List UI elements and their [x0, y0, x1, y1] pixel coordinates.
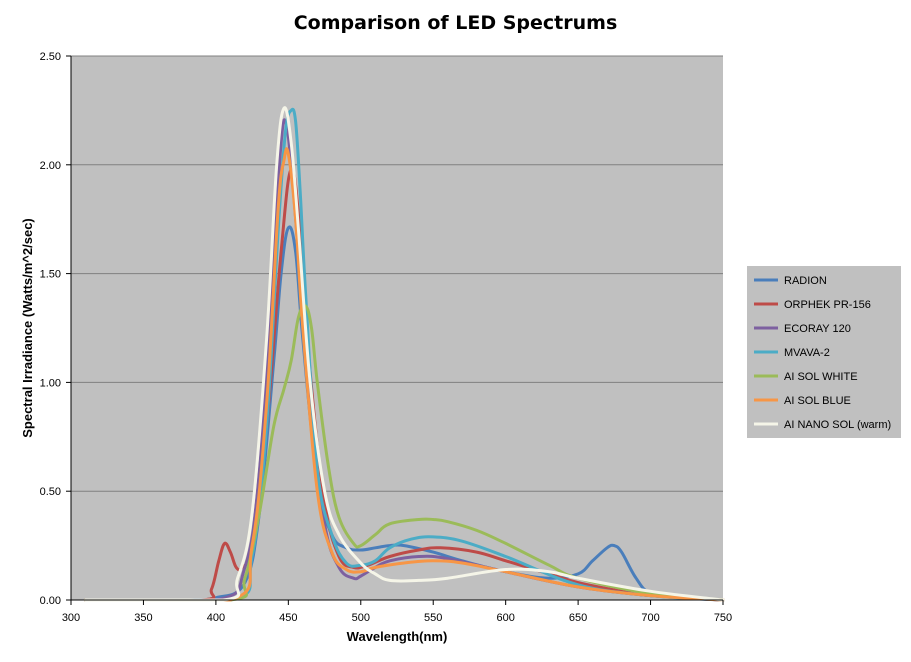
x-tick-label: 400 — [207, 612, 225, 624]
x-tick-label: 700 — [641, 612, 659, 624]
legend: RADION ORPHEK PR-156 ECORAY 120 MVAVA-2 AI S… — [747, 266, 901, 438]
x-tick-label: 450 — [279, 612, 297, 624]
x-tick-label: 750 — [714, 612, 732, 624]
y-tick-label: 2.00 — [40, 160, 61, 172]
axes: 0.00 0.50 1.00 1.50 2.00 2.50 300 350 400 450 500 5… — [40, 51, 733, 624]
y-tick-label: 2.50 — [40, 51, 61, 63]
y-axis-title: Spectral Irradiance (Watts/m^2/sec) — [20, 218, 35, 438]
chart-title: Comparison of LED Spectrums — [293, 12, 618, 34]
series-line-4 — [84, 304, 725, 602]
plot-area — [71, 56, 723, 600]
legend-label: AI SOL WHITE — [784, 371, 858, 383]
series-lines — [84, 106, 725, 602]
legend-label: ECORAY 120 — [784, 323, 851, 335]
y-tick-label: 1.00 — [40, 377, 61, 389]
series-line-3 — [84, 107, 725, 602]
legend-label: AI NANO SOL (warm) — [784, 419, 891, 431]
x-tick-label: 650 — [569, 612, 587, 624]
x-tick-label: 600 — [496, 612, 514, 624]
series-line-6 — [84, 106, 725, 602]
y-tick-label: 1.50 — [40, 269, 61, 281]
legend-label: RADION — [784, 275, 827, 287]
x-tick-label: 500 — [352, 612, 370, 624]
legend-label: MVAVA-2 — [784, 347, 830, 359]
series-line-5 — [84, 147, 725, 602]
x-tick-label: 300 — [62, 612, 80, 624]
x-tick-label: 350 — [134, 612, 152, 624]
x-axis-title: Wavelength(nm) — [347, 629, 448, 644]
legend-label: AI SOL BLUE — [784, 395, 851, 407]
legend-label: ORPHEK PR-156 — [784, 299, 871, 311]
y-tick-label: 0.50 — [40, 486, 61, 498]
y-tick-label: 0.00 — [40, 595, 61, 607]
x-tick-label: 550 — [424, 612, 442, 624]
